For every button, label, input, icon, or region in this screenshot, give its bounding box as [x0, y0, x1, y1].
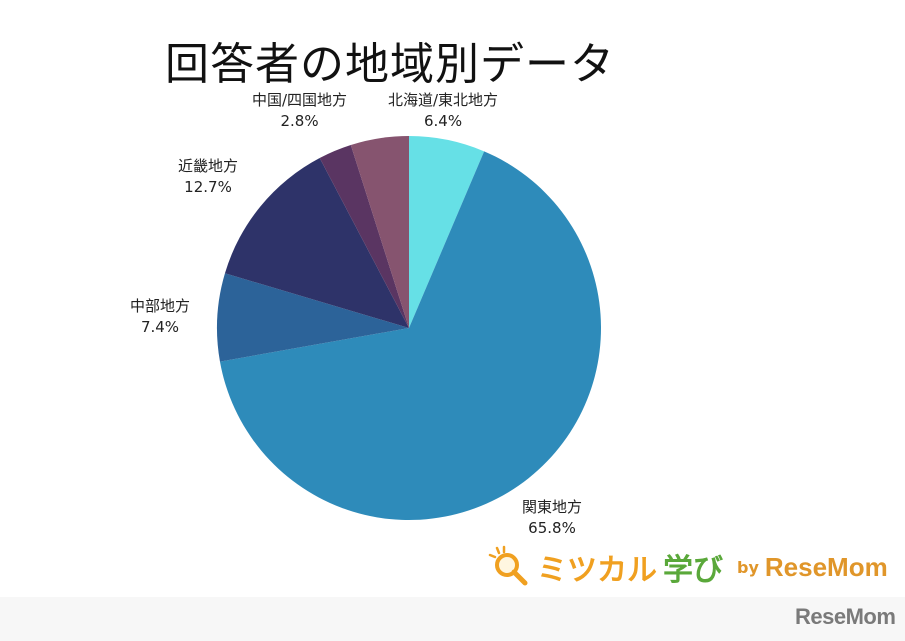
brand-kanji: 学び	[663, 553, 723, 588]
label-chubu: 中部地方 7.4%	[130, 296, 190, 338]
label-name: 関東地方	[522, 498, 583, 516]
brand-logo: ミツカル 学び by ReseMom	[487, 545, 888, 589]
label-name: 近畿地方	[178, 157, 239, 175]
label-name: 北海道/東北地方	[388, 91, 499, 109]
chart-title: 回答者の地域別データ	[165, 39, 615, 90]
label-kinki: 近畿地方 12.7%	[178, 156, 238, 198]
brand-katakana: ミツカル	[537, 553, 657, 588]
pie-slice	[219, 151, 601, 520]
label-name: 中国/四国地方	[252, 91, 348, 109]
pie-slice	[409, 136, 485, 328]
brand-resemom: ReseMom	[764, 551, 888, 582]
pie-slice	[319, 145, 409, 328]
label-pct: 2.8%	[280, 112, 319, 130]
pie-slice	[224, 158, 409, 328]
pie-slice	[217, 273, 409, 362]
watermark-resemom: ReseMom	[795, 604, 896, 629]
label-kanto: 関東地方 65.8%	[522, 497, 582, 539]
label-pct: 7.4%	[140, 318, 180, 336]
label-pct: 65.8%	[528, 519, 576, 537]
label-pct: 6.4%	[423, 112, 463, 130]
brand-by: by	[737, 557, 759, 577]
label-hokkaido-tohoku: 北海道/東北地方 6.4%	[388, 90, 498, 132]
label-pct: 12.7%	[184, 178, 232, 196]
pie-slice	[350, 136, 409, 328]
label-chugoku-shikoku: 中国/四国地方 2.8%	[252, 90, 347, 132]
label-name: 中部地方	[130, 297, 191, 315]
footer-band	[0, 597, 905, 641]
magnifier-icon	[488, 545, 528, 586]
